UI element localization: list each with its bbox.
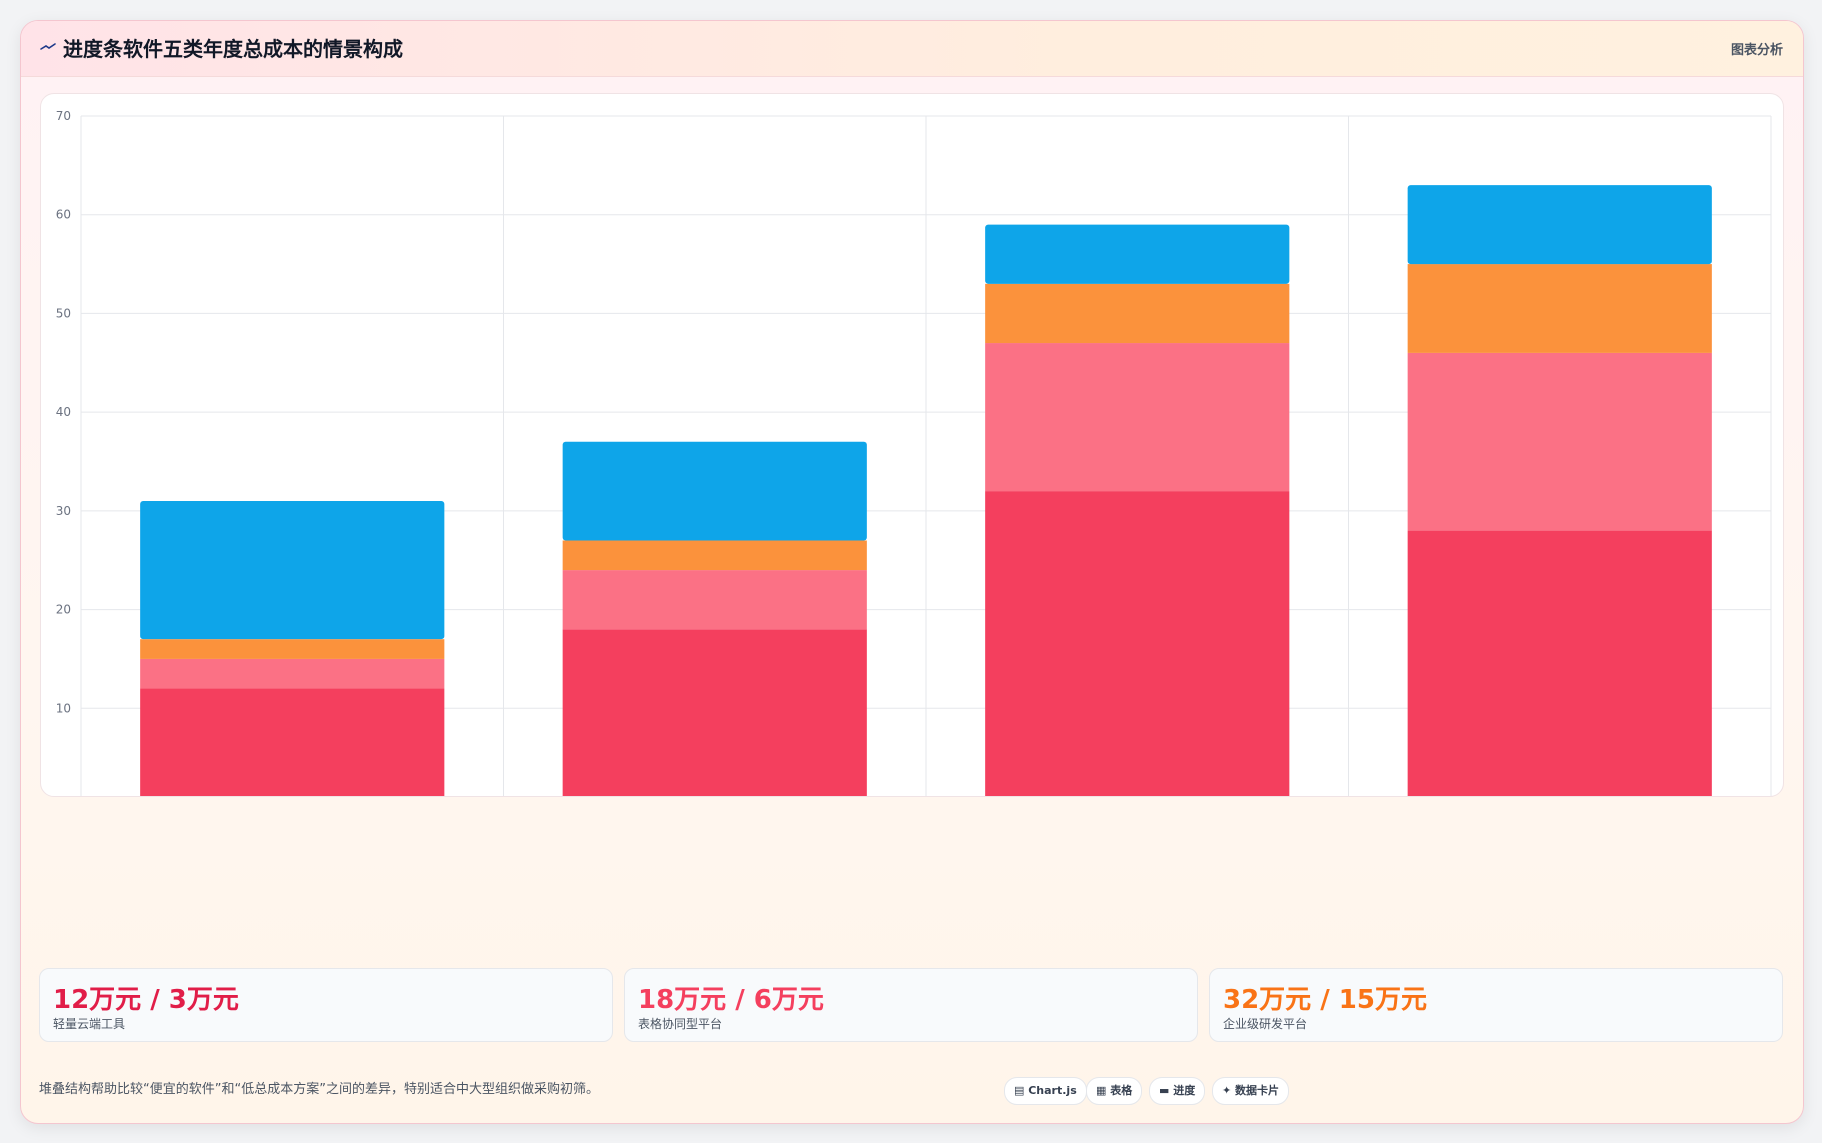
y-tick-label: 40 [56,405,71,419]
page-title: 进度条软件五类年度总成本的情景构成 [63,37,403,61]
stacked-bar-chart: 010203040506070轻量云端工具表格协同型平台企业级研发平台专业计划工… [56,109,1772,796]
bar-segment [985,343,1290,492]
bar-segment [985,283,1290,344]
bar-segment [1407,264,1712,353]
bar-segment [985,224,1290,284]
tag-label: 数据卡片 [1235,1084,1280,1097]
kpi-card: 32万元 / 15万元 企业级研发平台 [1209,968,1783,1042]
tag-table[interactable]: ▦ 表格 [1086,1077,1143,1105]
bar-segment [140,688,445,796]
progress-icon: ▬ [1159,1084,1174,1097]
tag-progress[interactable]: ▬ 进度 [1149,1077,1206,1105]
y-tick-label: 30 [56,504,71,518]
bar-segment [562,570,867,630]
y-tick-label: 70 [56,109,71,123]
kpi-card: 18万元 / 6万元 表格协同型平台 [624,968,1198,1042]
kpi-label: 表格协同型平台 [638,1017,723,1031]
bar-segment [562,441,867,541]
bar-segment [562,629,867,796]
chart-window: 进度条软件五类年度总成本的情景构成 图表分析 010203040506070轻量… [20,20,1804,1124]
header: 进度条软件五类年度总成本的情景构成 图表分析 [21,21,1803,77]
trend-icon [40,43,56,50]
tag-label: 表格 [1110,1084,1133,1097]
bar-segment [1407,185,1712,265]
y-tick-label: 10 [56,701,71,715]
bar-segment [1407,352,1712,531]
y-tick-label: 50 [56,306,71,320]
tag-label: Chart.js [1028,1084,1077,1097]
bar-segment [140,658,445,689]
chart-card: 010203040506070轻量云端工具表格协同型平台企业级研发平台专业计划工… [40,93,1784,797]
kpi-value: 18万元 / 6万元 [638,985,824,1015]
y-tick-label: 60 [56,208,71,222]
table-icon: ▦ [1096,1084,1111,1097]
bar-segment [985,491,1290,796]
sparkle-icon: ✦ [1222,1084,1236,1097]
kpi-label: 轻量云端工具 [53,1017,126,1031]
bar-segment [140,639,445,659]
chart-icon: ▤ [1014,1084,1029,1097]
tag-data-card[interactable]: ✦ 数据卡片 [1212,1077,1290,1105]
kpi-card: 12万元 / 3万元 轻量云端工具 [39,968,613,1042]
chart-analysis-button[interactable]: 图表分析 [1730,43,1783,58]
kpi-label: 企业级研发平台 [1223,1017,1308,1031]
y-tick-label: 20 [56,603,71,617]
kpi-value: 32万元 / 15万元 [1223,985,1427,1015]
bar-segment [140,500,445,640]
footnote: 堆叠结构帮助比较“便宜的软件”和“低总成本方案”之间的差异，特别适合中大型组织做… [39,1082,599,1097]
bar-segment [1407,530,1712,796]
kpi-value: 12万元 / 3万元 [53,985,239,1015]
tag-label: 进度 [1173,1084,1196,1097]
bar-segment [562,540,867,571]
tag-chartjs[interactable]: ▤ Chart.js [1004,1077,1087,1105]
